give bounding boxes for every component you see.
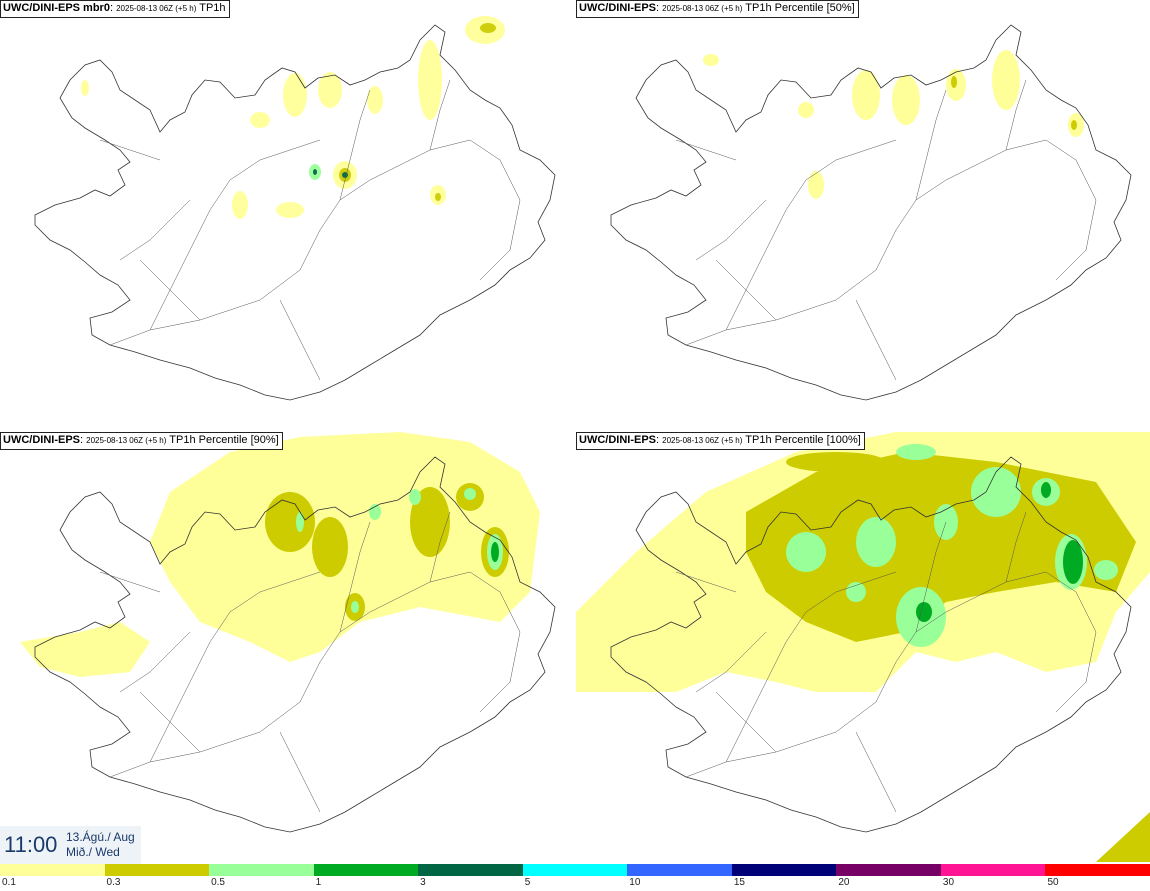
- colorbar-swatch: [104, 864, 210, 876]
- precip-colorbar: 0.1 0.3 0.5 1 3 5 10 15 20 30 50: [0, 864, 1150, 891]
- map-panel-mbr0: UWC/DINI-EPS mbr0: 2025-08-13 06Z (+5 h)…: [0, 0, 574, 430]
- colorbar-swatch: [522, 864, 628, 876]
- colorbar-label: 5: [524, 877, 531, 888]
- colorbar-label: 10: [629, 877, 641, 888]
- panel-title: UWC/DINI-EPS: 2025-08-13 06Z (+5 h) TP1h…: [0, 432, 283, 450]
- precip-map: [576, 432, 1150, 862]
- colorbar-swatch: [1045, 864, 1150, 876]
- map-panel-p100: UWC/DINI-EPS: 2025-08-13 06Z (+5 h) TP1h…: [576, 432, 1150, 862]
- precip-fill: [576, 432, 1150, 862]
- colorbar-label: 50: [1047, 877, 1059, 888]
- colorbar-label: 1: [315, 877, 322, 888]
- valid-day-line: Mið./ Wed: [66, 845, 120, 859]
- colorbar-label: 20: [838, 877, 850, 888]
- colorbar-label: 0.5: [211, 877, 225, 888]
- precip-map: [610, 24, 1132, 401]
- precip-fill: [20, 432, 540, 677]
- precip-fill: [703, 50, 1084, 199]
- map-panel-p50: UWC/DINI-EPS: 2025-08-13 06Z (+5 h) TP1h…: [576, 0, 1150, 430]
- colorbar-swatch: [940, 864, 1046, 876]
- map-panel-p90: UWC/DINI-EPS: 2025-08-13 06Z (+5 h) TP1h…: [0, 432, 574, 862]
- panel-title: UWC/DINI-EPS mbr0: 2025-08-13 06Z (+5 h)…: [0, 0, 230, 18]
- panel-title: UWC/DINI-EPS: 2025-08-13 06Z (+5 h) TP1h…: [576, 432, 865, 450]
- colorbar-label: 0.1: [2, 877, 16, 888]
- colorbar-swatches: [0, 864, 1150, 876]
- colorbar-swatch: [836, 864, 941, 876]
- colorbar-swatch: [0, 864, 105, 876]
- colorbar-swatch: [731, 864, 837, 876]
- colorbar-label: 3: [420, 877, 426, 888]
- colorbar-swatch: [627, 864, 732, 876]
- colorbar-label: 0.3: [106, 877, 121, 888]
- precip-map: [20, 432, 556, 833]
- panel-title: UWC/DINI-EPS: 2025-08-13 06Z (+5 h) TP1h…: [576, 0, 859, 18]
- valid-date-line: 13.Ágú./ Aug: [66, 830, 135, 844]
- valid-time-clock: 11:00: [4, 832, 58, 857]
- colorbar-swatch: [209, 864, 314, 876]
- valid-time-box: 11:00 13.Ágú./ Aug Mið./ Wed: [0, 826, 141, 864]
- colorbar-swatch: [313, 864, 419, 876]
- colorbar-label: 15: [733, 877, 745, 888]
- colorbar-swatch: [418, 864, 523, 876]
- colorbar-label: 30: [942, 877, 955, 888]
- precip-map: [34, 16, 556, 401]
- precip-fill: [81, 16, 505, 219]
